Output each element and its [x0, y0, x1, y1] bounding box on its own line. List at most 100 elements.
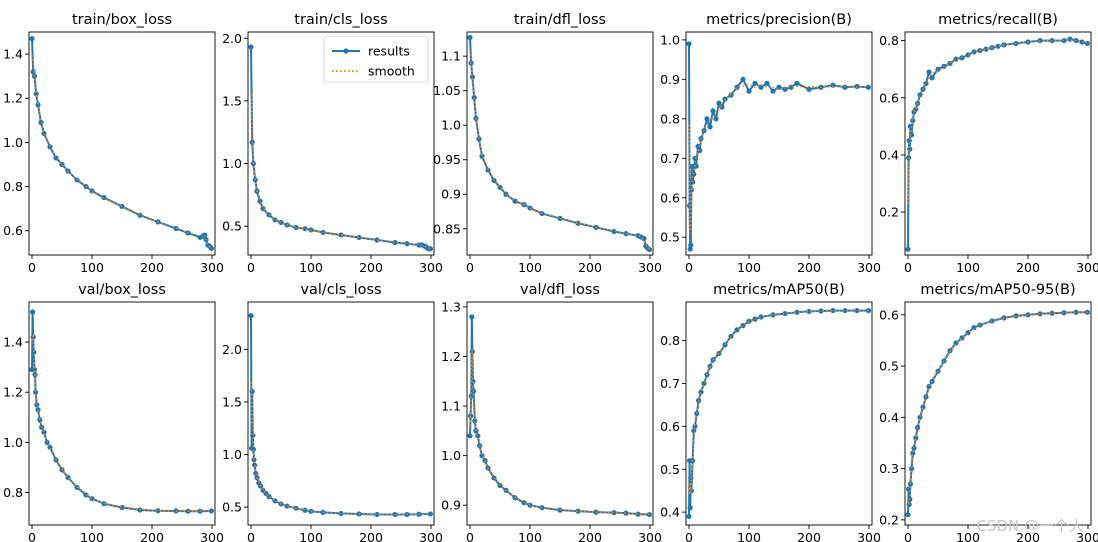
y-tick-label: 0.5 — [660, 230, 680, 245]
results-point — [33, 389, 39, 395]
results-point — [770, 88, 776, 94]
x-tick-label: 300 — [638, 530, 662, 542]
results-point — [248, 313, 254, 319]
results-point — [764, 80, 770, 86]
x-tick-label: 200 — [359, 260, 383, 275]
results-point — [842, 84, 848, 90]
y-tick-label: 1.0 — [3, 435, 23, 450]
x-tick-label: 300 — [638, 260, 662, 275]
results-point — [272, 217, 278, 223]
results-point — [806, 86, 812, 92]
results-point — [907, 123, 914, 129]
x-tick-label: 300 — [1076, 530, 1098, 542]
results-point — [30, 334, 36, 340]
smooth-line — [469, 50, 650, 250]
results-point — [690, 179, 696, 185]
results-point — [688, 187, 695, 193]
results-point — [635, 511, 641, 517]
smooth-line — [688, 309, 869, 496]
y-tick-label: 1.1 — [441, 399, 461, 414]
results-point — [917, 92, 923, 98]
results-point — [208, 508, 214, 514]
x-tick-label: 100 — [518, 260, 542, 275]
y-tick-label: 1.2 — [441, 349, 461, 364]
y-tick-label: 0.9 — [660, 72, 680, 87]
y-tick-label: 1.4 — [3, 335, 23, 350]
legend-smooth-label: smooth — [368, 64, 415, 79]
x-tick-label: 100 — [737, 530, 761, 542]
smooth-line — [31, 333, 212, 512]
results-point — [35, 407, 41, 413]
results-point — [722, 96, 728, 102]
subplot-title: metrics/precision(B) — [706, 12, 852, 28]
results-point — [752, 316, 758, 322]
y-tick-label: 0.8 — [879, 33, 899, 48]
y-tick-label: 0.3 — [879, 461, 899, 476]
x-tick-label: 0 — [247, 260, 255, 275]
watermark-text: CSDN @一个人 — [976, 517, 1084, 535]
results-point — [34, 402, 40, 408]
results-point — [905, 246, 911, 252]
x-tick-label: 300 — [200, 260, 224, 275]
x-tick-label: 0 — [685, 530, 693, 542]
results-point — [1025, 312, 1031, 318]
y-tick-label: 2.0 — [222, 31, 242, 46]
results-point — [575, 508, 581, 514]
results-point — [527, 205, 533, 211]
results-point — [374, 237, 380, 243]
y-tick-label: 0.5 — [222, 500, 242, 515]
smooth-line — [688, 83, 869, 234]
results-point — [794, 309, 800, 315]
results-point — [31, 349, 37, 355]
results-point — [1084, 40, 1090, 47]
results-point — [693, 163, 699, 169]
results-line — [688, 43, 869, 250]
results-point — [593, 509, 599, 515]
subplot-title: val/box_loss — [78, 282, 166, 298]
results-point — [250, 432, 256, 439]
x-tick-label: 200 — [1016, 530, 1040, 542]
y-tick-label: 1.2 — [3, 385, 23, 400]
subplot-metrics-precision-b-: metrics/precision(B) 0 100 200 300 0.5 0.6 0.7 0… — [660, 12, 881, 275]
results-point — [623, 510, 629, 516]
x-tick-label: 100 — [80, 530, 104, 542]
results-point — [909, 466, 915, 472]
results-point — [854, 307, 860, 314]
results-point — [758, 84, 764, 90]
y-tick-label: 0.5 — [879, 359, 899, 374]
results-line — [688, 309, 869, 517]
y-tick-label: 0.95 — [433, 152, 461, 167]
smooth-line — [469, 349, 650, 516]
results-point — [947, 60, 953, 67]
axes-frame — [685, 31, 873, 256]
results-point — [248, 44, 254, 50]
legend-results-label: results — [368, 44, 410, 59]
results-point — [173, 225, 179, 232]
results-point — [910, 118, 916, 124]
results-point — [137, 212, 143, 218]
x-tick-label: 200 — [578, 530, 602, 542]
x-tick-label: 200 — [578, 260, 602, 275]
x-tick-label: 0 — [466, 260, 474, 275]
x-tick-label: 300 — [857, 530, 881, 542]
subplot-title: val/dfl_loss — [520, 282, 600, 298]
subplot-title: train/cls_loss — [294, 12, 387, 28]
results-point — [686, 41, 692, 47]
y-tick-label: 0.8 — [3, 179, 23, 194]
x-tick-label: 100 — [299, 530, 323, 542]
results-point — [913, 435, 919, 441]
y-tick-label: 0.2 — [879, 205, 899, 220]
results-point — [338, 510, 344, 517]
x-tick-label: 200 — [797, 260, 821, 275]
x-tick-label: 100 — [737, 260, 761, 275]
subplot-metrics-recall-b-: metrics/recall(B) 0 100 200 300 0.2 0.4 0.6 0.8 — [879, 12, 1098, 275]
y-tick-label: 0.85 — [433, 221, 461, 236]
results-point — [707, 124, 713, 130]
results-point — [284, 503, 290, 509]
results-point — [611, 510, 617, 516]
results-point — [842, 307, 848, 314]
results-point — [527, 502, 533, 508]
y-tick-label: 0.5 — [222, 219, 242, 234]
y-tick-label: 2.0 — [222, 342, 242, 357]
axes-frame — [904, 31, 1092, 256]
